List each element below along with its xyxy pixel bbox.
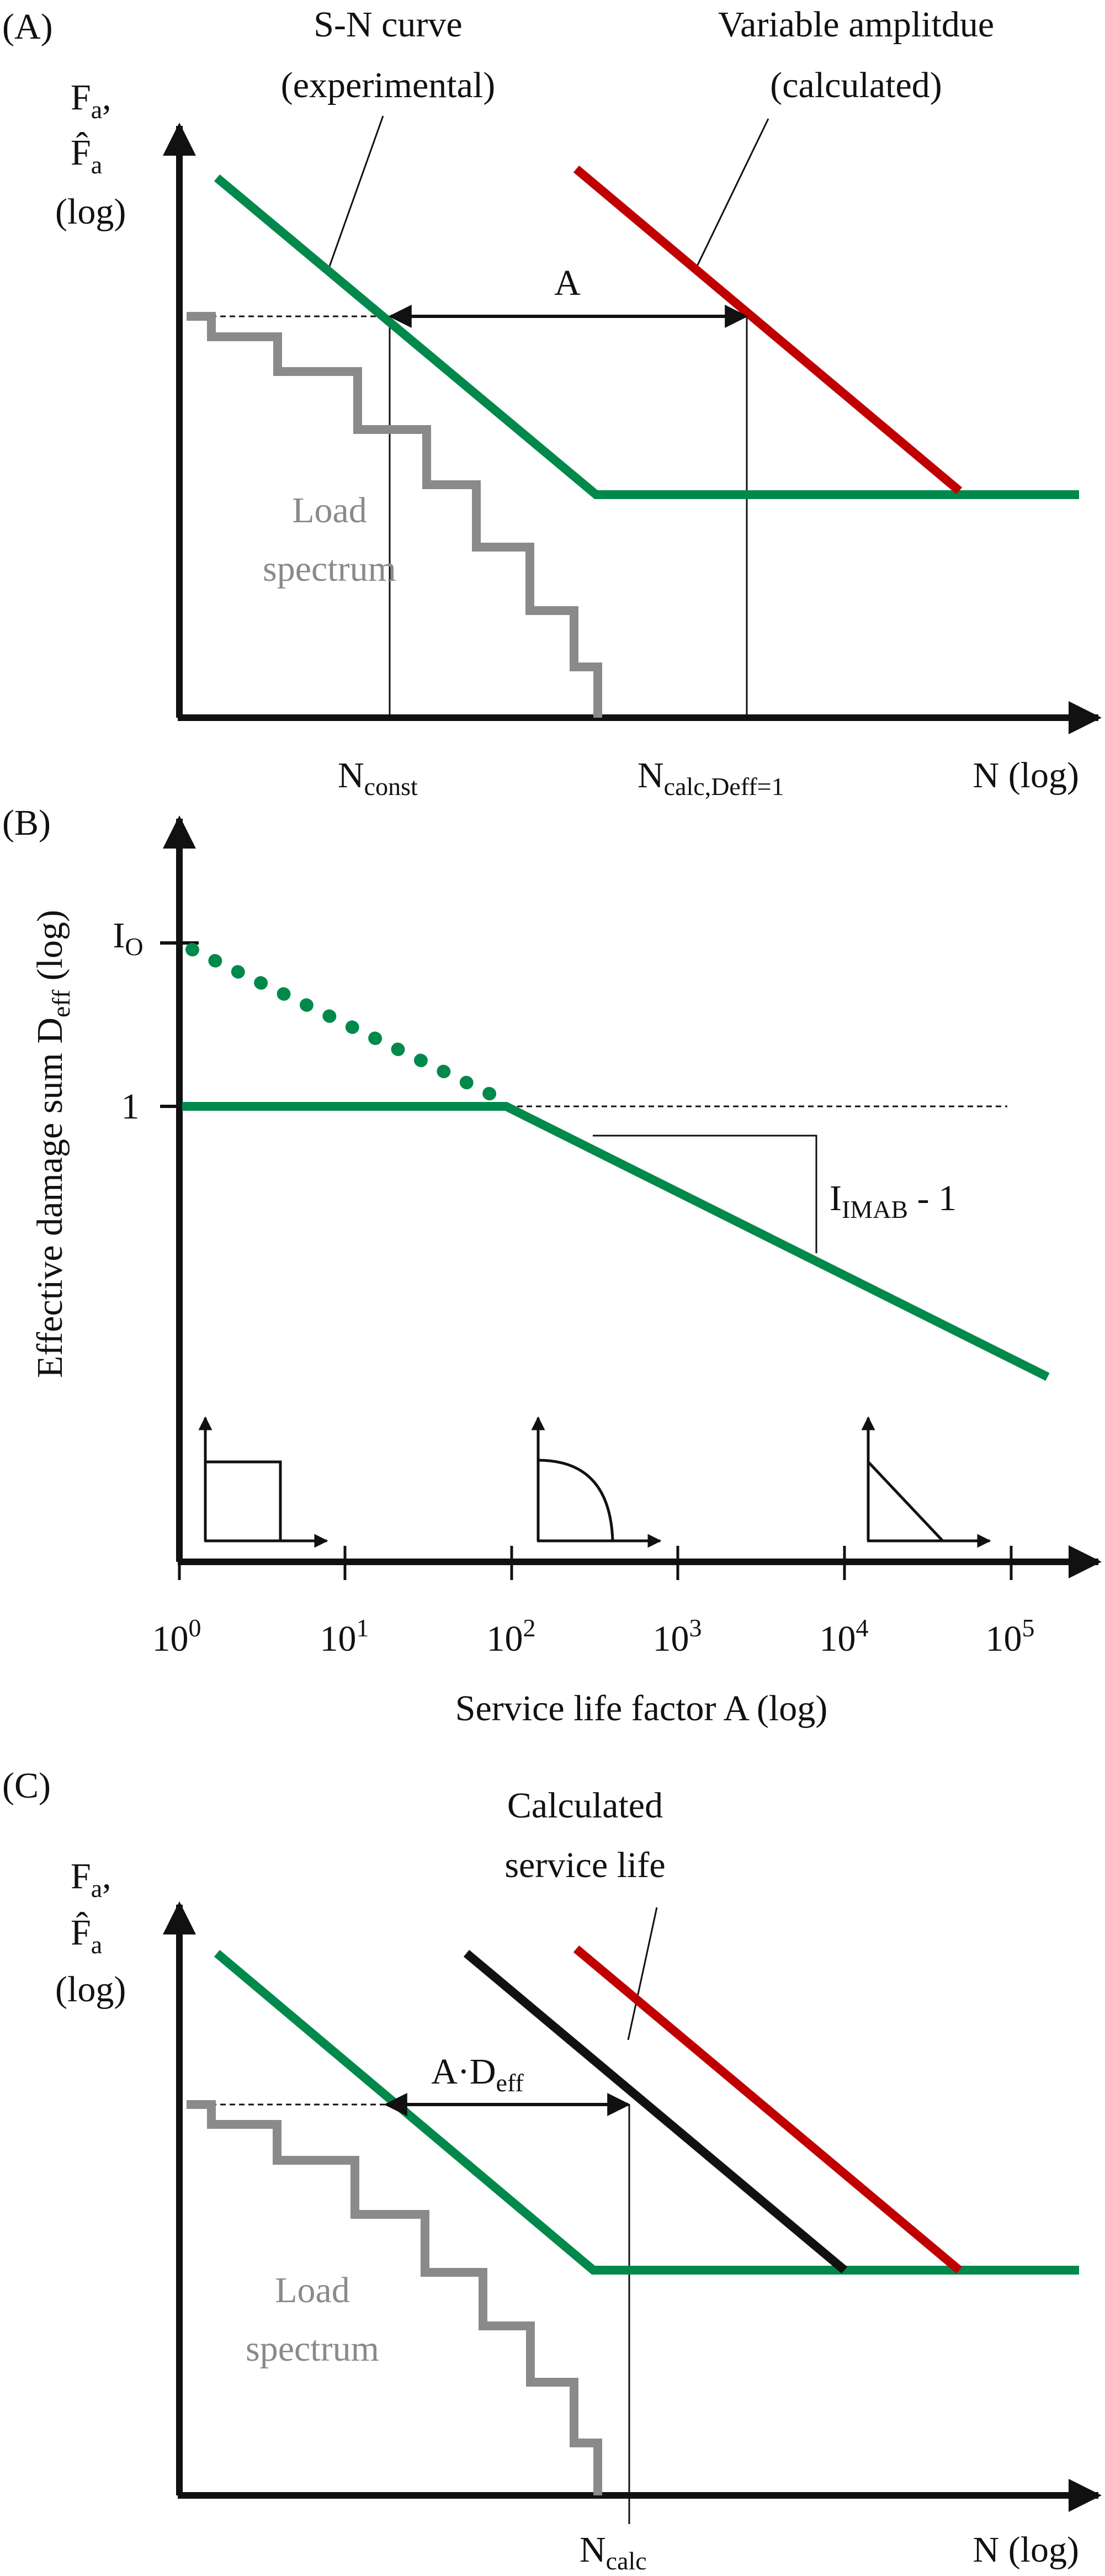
panel-b-slope-triangle xyxy=(593,1135,817,1253)
panel-c-y-label-1: Fa, xyxy=(71,1856,111,1902)
panel-c-calc-leader xyxy=(627,1907,658,2040)
panel-a: (A) Fa, F̂a (log) A S-N curve (experimen… xyxy=(2,4,1102,801)
panel-a-variable-amplitude-line xyxy=(573,165,963,495)
panel-c: (C) Fa, F̂a (log) A·Deff Calculated serv… xyxy=(2,1766,1102,2575)
panel-a-y-label-1: Fa, xyxy=(71,77,111,124)
triangular-spectrum-icon xyxy=(861,1416,991,1548)
panel-b-y-tick-io-label: IO xyxy=(113,915,143,961)
panel-a-y-label-2: F̂a xyxy=(71,132,102,179)
panel-a-va-label-2: (calculated) xyxy=(770,65,942,105)
panel-a-shift-label: A xyxy=(554,263,581,303)
panel-a-y-label-3: (log) xyxy=(55,192,126,232)
panel-c-shift-label: A·Deff xyxy=(431,2052,524,2097)
panel-b-x-tick-label-0: 100 xyxy=(152,1614,201,1659)
panel-a-load-label-2: spectrum xyxy=(263,549,396,589)
panel-b-y-tick-one-label: 1 xyxy=(121,1086,140,1127)
panel-a-sn-leader xyxy=(327,115,384,270)
panel-a-load-spectrum xyxy=(187,312,602,718)
panel-c-y-label-2: F̂a xyxy=(71,1912,102,1959)
panel-a-sn-label-1: S-N curve xyxy=(314,4,462,45)
panel-a-label: (A) xyxy=(2,7,53,47)
panel-c-load-spectrum xyxy=(187,2100,602,2495)
panel-b-damage-curve xyxy=(182,1102,1050,1381)
panel-b-y-axis-label: Effective damage sum Deff (log) xyxy=(30,910,75,1378)
panel-b-x-tick-label-3: 103 xyxy=(653,1614,702,1659)
panel-c-y-label-3: (log) xyxy=(55,1969,126,2010)
panel-a-sn-label-2: (experimental) xyxy=(281,65,495,105)
panel-a-x-axis-label: N (log) xyxy=(973,755,1079,796)
panel-c-variable-amplitude-line xyxy=(573,1945,963,2274)
panel-b-x-tick-label-1: 101 xyxy=(320,1614,369,1659)
panel-a-va-label-1: Variable amplitdue xyxy=(718,4,994,45)
panel-c-ncalc-label: Ncalc xyxy=(580,2530,647,2575)
panel-c-load-label-2: spectrum xyxy=(246,2329,379,2369)
rectangular-spectrum-icon xyxy=(198,1416,328,1548)
panel-c-x-axis-label: N (log) xyxy=(973,2530,1079,2570)
panel-c-label: (C) xyxy=(2,1766,51,1806)
panel-c-calculated-line xyxy=(463,1949,848,2274)
panel-b: (B) Effective damage sum Deff (log) IO 1… xyxy=(2,803,1102,1729)
panel-b-dotted-extension xyxy=(185,943,501,1103)
panel-b-slope-label: IIMAB - 1 xyxy=(830,1178,957,1223)
panel-c-calc-label-2: service life xyxy=(504,1845,665,1885)
panel-a-sn-curve xyxy=(214,174,1079,499)
panel-c-load-label-1: Load xyxy=(275,2270,350,2310)
panel-a-nconst-label: Nconst xyxy=(338,755,418,801)
panel-b-x-tick-label-5: 105 xyxy=(986,1614,1035,1659)
panel-c-calc-label-1: Calculated xyxy=(507,1785,663,1826)
convex-spectrum-icon xyxy=(531,1416,662,1548)
panel-b-label: (B) xyxy=(2,803,51,843)
panel-b-x-tick-label-4: 104 xyxy=(820,1614,869,1659)
panel-a-load-label-1: Load xyxy=(292,490,367,531)
panel-b-x-tick-label-2: 102 xyxy=(487,1614,536,1659)
panel-c-sn-curve xyxy=(214,1949,1079,2275)
panel-a-va-leader xyxy=(695,118,769,268)
panel-b-x-axis-label: Service life factor A (log) xyxy=(455,1688,827,1729)
panel-a-ncalc-label: Ncalc,Deff=1 xyxy=(638,755,784,801)
